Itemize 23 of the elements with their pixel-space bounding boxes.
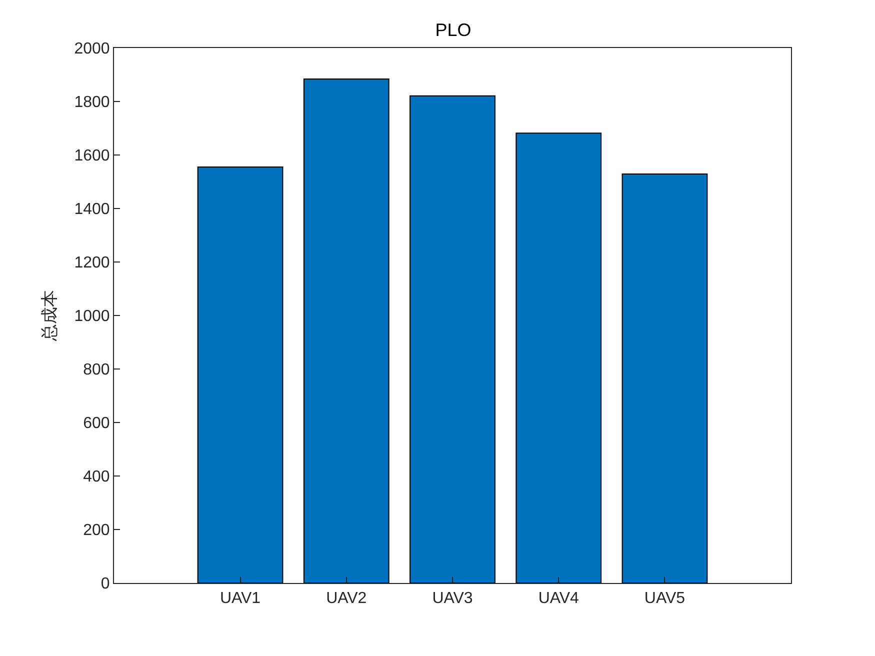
y-tick-label: 0: [100, 576, 110, 593]
y-tick-label: 200: [83, 522, 110, 540]
x-tick-label: UAV2: [326, 590, 367, 608]
y-tick-label: 1600: [74, 148, 110, 165]
y-tick-label: 1400: [74, 201, 110, 218]
bar: [516, 132, 602, 583]
y-tick-label: 600: [83, 415, 110, 432]
y-tick-label: 400: [83, 468, 110, 486]
y-tick-label: 1200: [74, 254, 110, 272]
chart-title: PLO: [435, 20, 472, 40]
x-tick-label: UAV1: [220, 590, 261, 608]
bar: [410, 95, 496, 583]
x-tick-label: UAV3: [432, 590, 473, 608]
y-tick-label: 800: [83, 362, 110, 379]
y-tick-label: 1000: [74, 308, 110, 326]
bar: [622, 173, 708, 583]
y-axis-title: 总成本: [40, 290, 60, 342]
bar: [197, 166, 284, 583]
y-tick-label: 2000: [74, 40, 110, 58]
bar: [303, 78, 390, 583]
y-tick-label: 1800: [74, 94, 110, 112]
x-tick-label: UAV5: [644, 590, 686, 608]
x-tick-label: UAV4: [538, 590, 580, 608]
